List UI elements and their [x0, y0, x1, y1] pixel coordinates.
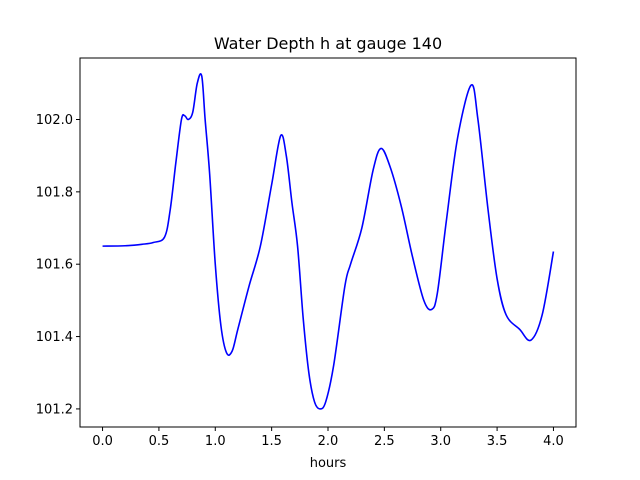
x-tick-label: 0.5	[149, 434, 170, 449]
x-axis-label: hours	[310, 456, 347, 471]
y-tick-label: 101.4	[36, 330, 73, 345]
x-tick-label: 0.0	[92, 434, 113, 449]
plot-area	[102, 73, 555, 410]
y-tick-label: 102.0	[36, 113, 73, 128]
x-axis: 0.0 0.5 1.0 1.5 2.0 2.5 3.0 3.5 4.0	[92, 427, 564, 449]
series-line-0	[102, 73, 555, 410]
y-tick-label: 101.6	[36, 258, 73, 273]
x-tick-label: 1.0	[205, 434, 226, 449]
x-tick-label: 2.0	[318, 434, 339, 449]
chart-title: Water Depth h at gauge 140	[214, 34, 442, 53]
y-tick-label: 101.2	[36, 402, 73, 417]
x-tick-label: 1.5	[261, 434, 282, 449]
x-tick-label: 2.5	[374, 434, 395, 449]
x-tick-label: 3.0	[430, 434, 451, 449]
y-tick-label: 101.8	[36, 185, 73, 200]
x-tick-label: 3.5	[487, 434, 508, 449]
x-tick-label: 4.0	[543, 434, 564, 449]
y-axis: 101.2 101.4 101.6 101.8 102.0	[36, 113, 80, 417]
